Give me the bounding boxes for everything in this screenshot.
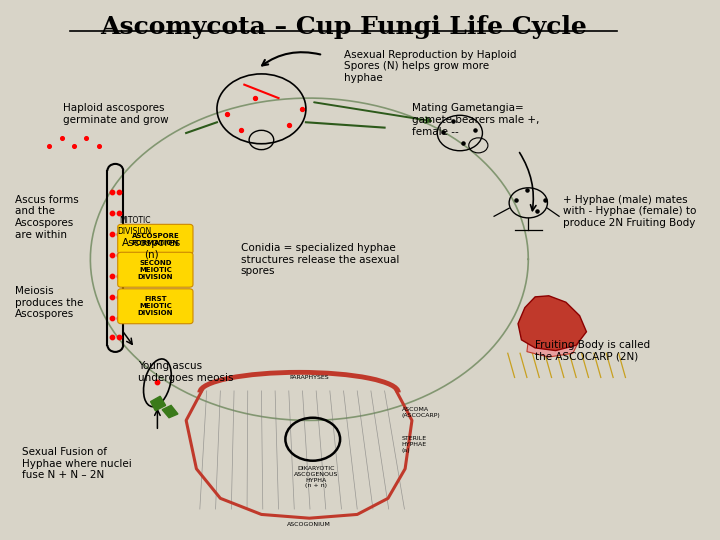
Point [43, 142, 55, 151]
Point [249, 94, 261, 103]
Text: Asexual Reproduction by Haploid
Spores (N) helps grow more
hyphae: Asexual Reproduction by Haploid Spores (… [343, 50, 516, 83]
Point [510, 196, 522, 205]
Point [106, 333, 117, 341]
Text: STERILE
HYPHAE
(a): STERILE HYPHAE (a) [402, 436, 427, 453]
Point [113, 209, 125, 218]
Point [521, 186, 533, 195]
Polygon shape [527, 340, 580, 357]
Polygon shape [162, 406, 178, 418]
Text: FIRST
MEIOTIC
DIVISION: FIRST MEIOTIC DIVISION [138, 296, 173, 316]
Point [113, 251, 125, 259]
Point [56, 134, 68, 143]
Point [68, 142, 80, 151]
Point [106, 293, 117, 301]
Text: DIKARYOTIC
ASCOGENOUS
HYPHA
(n + n): DIKARYOTIC ASCOGENOUS HYPHA (n + n) [294, 466, 338, 489]
Point [297, 105, 308, 113]
Point [437, 128, 449, 137]
Polygon shape [518, 296, 587, 350]
Point [106, 230, 117, 238]
FancyBboxPatch shape [117, 224, 193, 254]
FancyBboxPatch shape [117, 252, 193, 287]
Point [113, 230, 125, 238]
Text: Sexual Fusion of
Hyphae where nuclei
fuse N + N – 2N: Sexual Fusion of Hyphae where nuclei fus… [22, 447, 132, 481]
Point [113, 333, 125, 341]
Point [106, 272, 117, 280]
Text: Meiosis
produces the
Ascospores: Meiosis produces the Ascospores [15, 286, 84, 319]
Text: Ascomycota – Cup Fungi Life Cycle: Ascomycota – Cup Fungi Life Cycle [100, 15, 587, 39]
Point [152, 377, 163, 386]
Point [106, 251, 117, 259]
Text: Young ascus
undergoes meosis: Young ascus undergoes meosis [138, 361, 234, 383]
Text: PARAPHYSES: PARAPHYSES [289, 375, 329, 380]
Text: ASCOGONIUM: ASCOGONIUM [287, 522, 331, 527]
Polygon shape [150, 396, 166, 411]
Point [81, 134, 92, 143]
Point [106, 209, 117, 218]
Point [539, 196, 551, 205]
Point [113, 188, 125, 197]
Text: ASCOMA
(ASCOCARP): ASCOMA (ASCOCARP) [402, 407, 441, 418]
Point [469, 126, 481, 134]
Text: Fruiting Body is called
the ASCOCARP (2N): Fruiting Body is called the ASCOCARP (2N… [535, 340, 650, 361]
Text: Mating Gametangia=
gamete bearers male +,
female --: Mating Gametangia= gamete bearers male +… [412, 104, 539, 137]
Point [222, 110, 233, 118]
Point [283, 120, 294, 129]
Text: Ascospores
(n): Ascospores (n) [122, 238, 181, 259]
Point [457, 139, 469, 147]
Point [235, 126, 247, 134]
Text: MITOTIC
DIVISION: MITOTIC DIVISION [117, 217, 152, 235]
Point [93, 142, 104, 151]
Text: + Hyphae (male) mates
with - Hyphae (female) to
produce 2N Fruiting Body: + Hyphae (male) mates with - Hyphae (fem… [562, 195, 696, 228]
Text: SECOND
MEIOTIC
DIVISION: SECOND MEIOTIC DIVISION [138, 260, 173, 280]
Point [113, 314, 125, 322]
Point [106, 314, 117, 322]
Text: Ascus forms
and the
Ascospores
are within: Ascus forms and the Ascospores are withi… [15, 195, 78, 240]
Text: ASCOSPORE
FORMATION: ASCOSPORE FORMATION [132, 233, 179, 246]
Text: Haploid ascospores
germinate and grow: Haploid ascospores germinate and grow [63, 104, 168, 125]
Point [447, 116, 459, 125]
Text: Conidia = specialized hyphae
structures release the asexual
spores: Conidia = specialized hyphae structures … [241, 243, 400, 276]
Point [531, 207, 542, 215]
Point [113, 293, 125, 301]
Point [113, 272, 125, 280]
FancyBboxPatch shape [117, 289, 193, 323]
Point [106, 188, 117, 197]
